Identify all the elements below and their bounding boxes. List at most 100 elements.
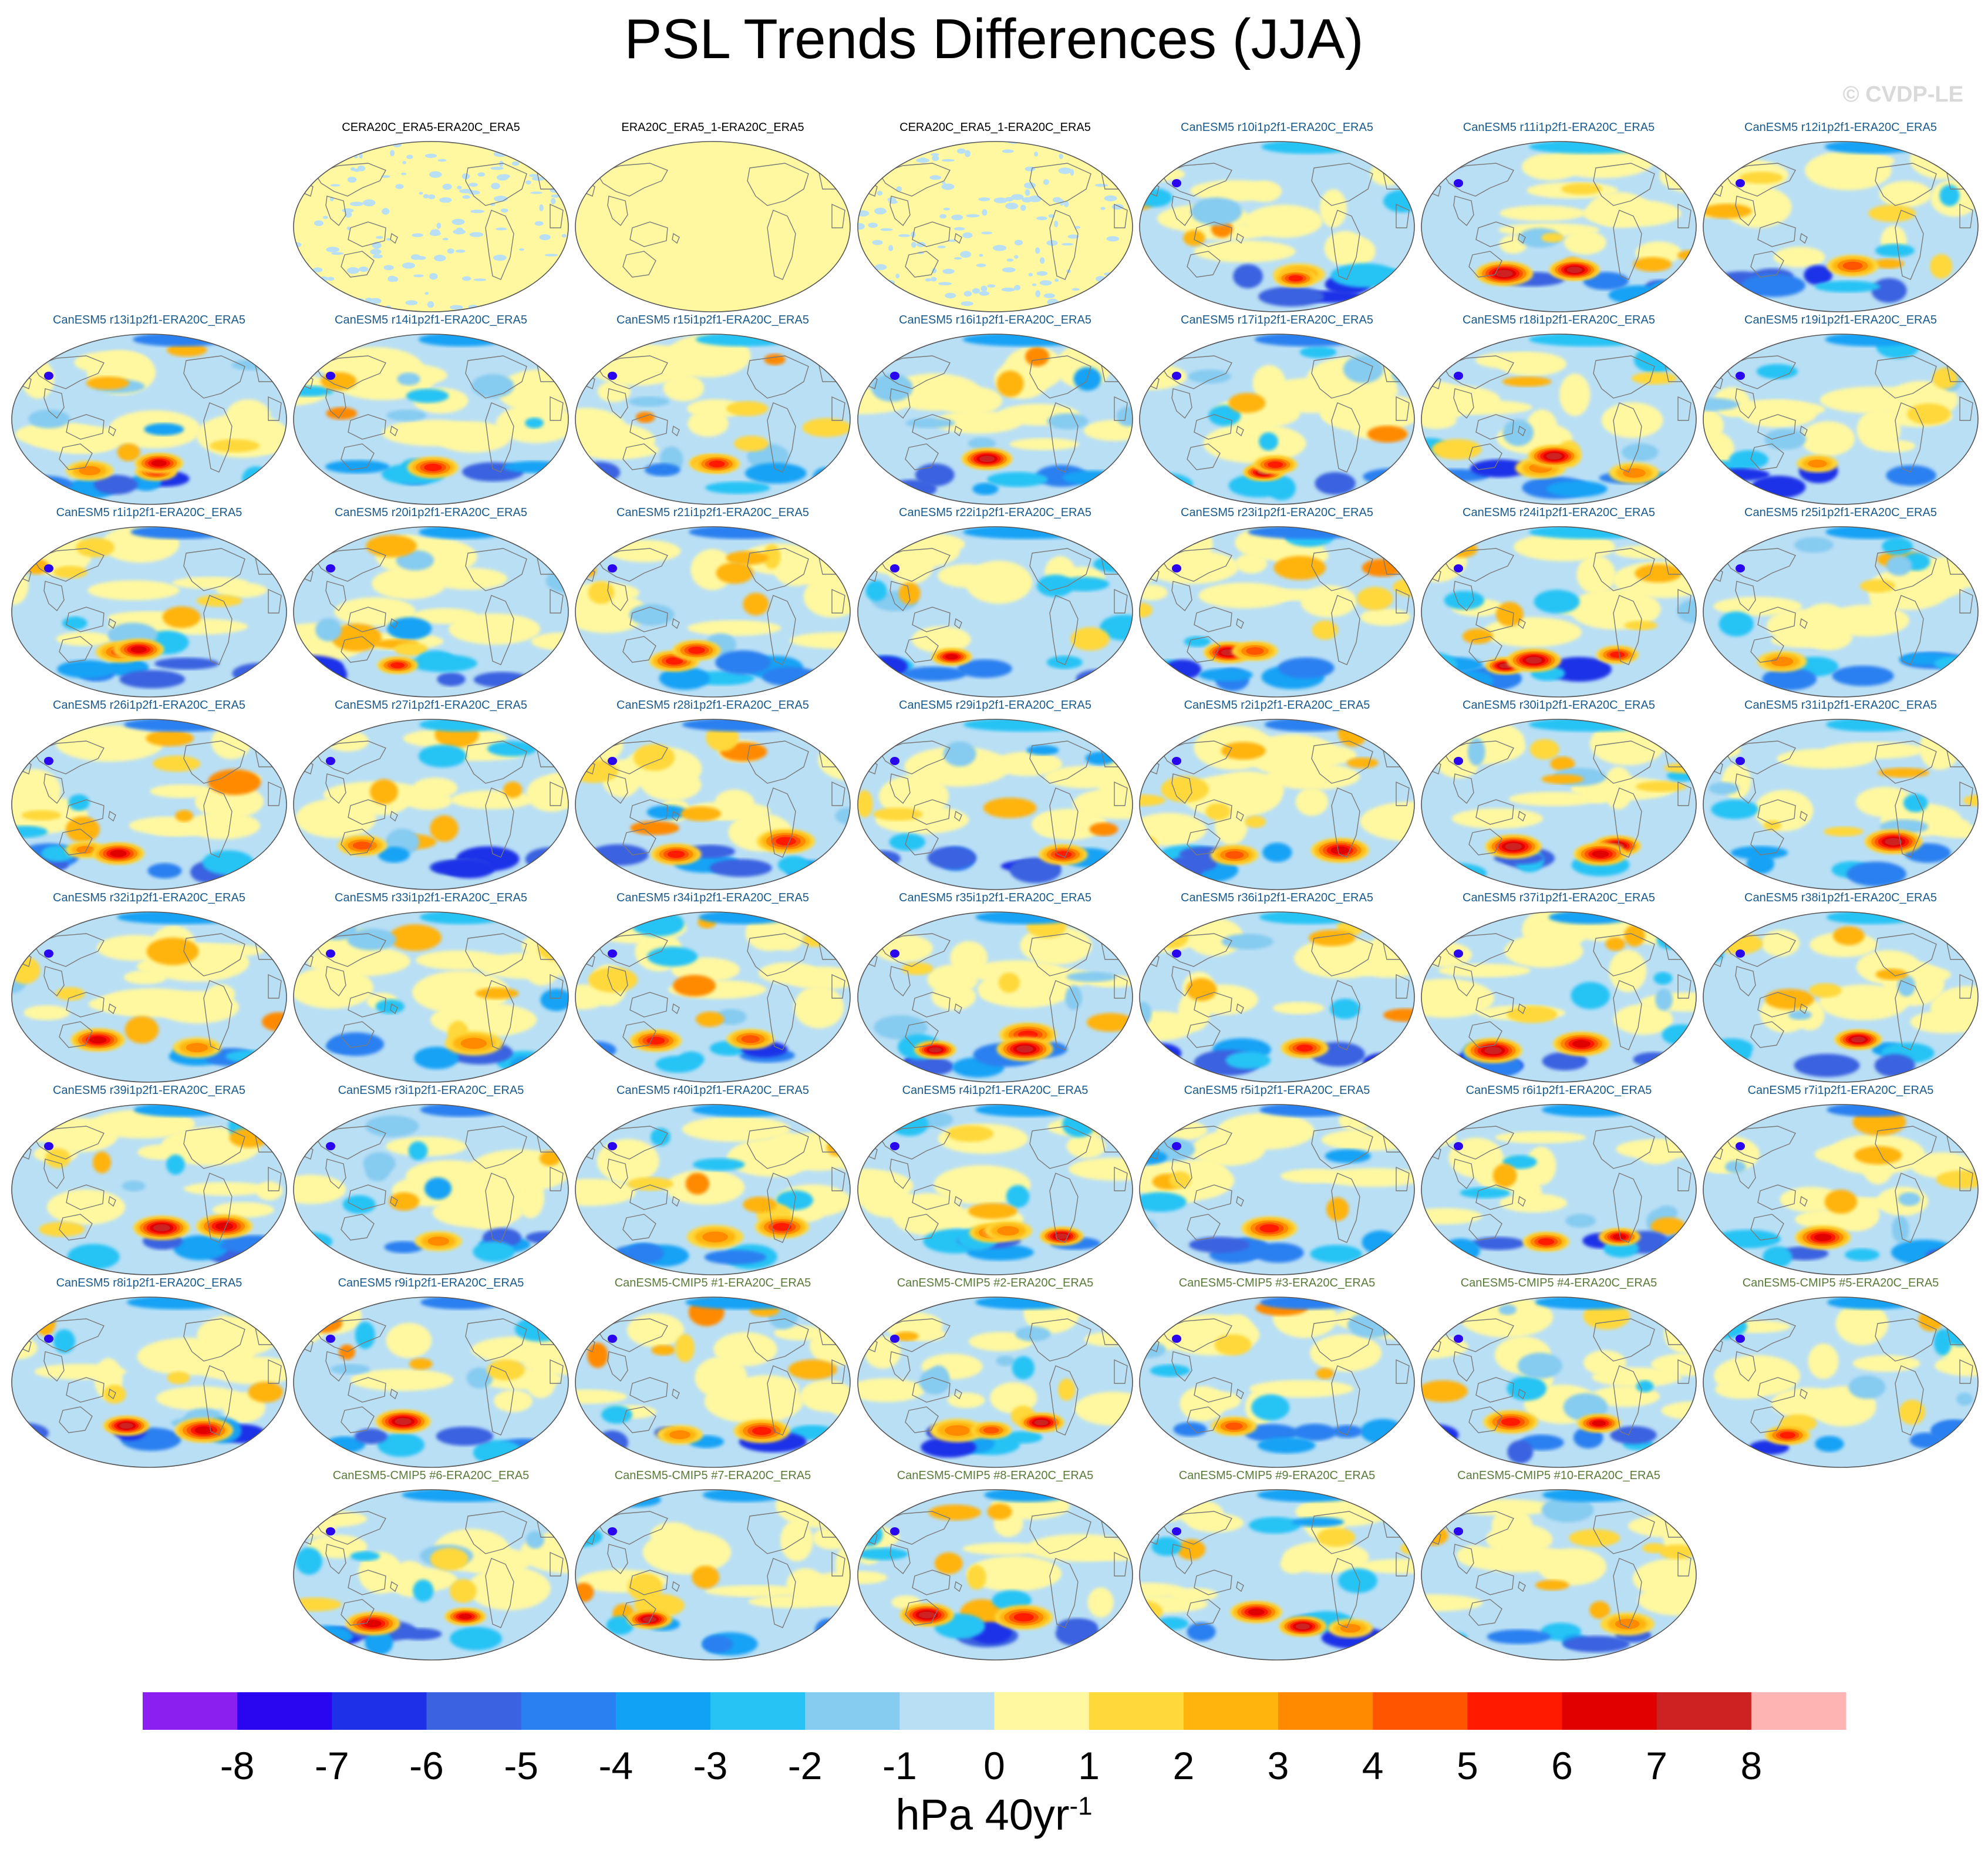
weak-anomaly [34, 1363, 126, 1380]
southern-negative-anomaly [655, 1056, 700, 1073]
moderate-anomaly [1788, 1010, 1812, 1020]
asian-low-centre [1736, 949, 1745, 958]
panel-title: CanESM5-CMIP5 #4-ERA20C_ERA5 [1460, 1277, 1657, 1289]
coastline [1049, 1558, 1079, 1628]
coastline [203, 980, 233, 1050]
anomaly-speck [1106, 236, 1120, 242]
moderate-anomaly [680, 806, 722, 821]
coastline [607, 1544, 628, 1575]
coastline [108, 1003, 116, 1015]
southern-high-contour [776, 837, 796, 846]
map-panel [11, 911, 287, 1083]
anomaly-speck [1036, 271, 1048, 276]
coastline [747, 1318, 809, 1362]
coastline [905, 443, 939, 470]
coastline [1518, 1195, 1526, 1207]
coastline [341, 1214, 375, 1241]
southern-high-contour [1034, 1419, 1049, 1426]
coastline [348, 992, 386, 1018]
moderate-anomaly [1259, 432, 1279, 451]
weak-anomaly [1825, 604, 1910, 636]
southern-negative-anomaly [715, 650, 771, 675]
coastline [1593, 355, 1655, 399]
southern-high-contour [119, 1423, 133, 1429]
moderate-anomaly [1882, 537, 1913, 555]
coastline [1895, 210, 1924, 280]
coastline [1735, 966, 1756, 997]
coastline [831, 1359, 845, 1384]
coastline [268, 781, 282, 806]
southern-negative-anomaly [57, 660, 117, 678]
anomaly-speck [1039, 257, 1045, 264]
coastline [348, 221, 386, 247]
southern-negative-anomaly [625, 1243, 664, 1264]
moderate-anomaly [1823, 826, 1864, 837]
coastline [1029, 1511, 1091, 1554]
coastline [1114, 396, 1128, 421]
coastline [1593, 1126, 1655, 1169]
anomaly-speck [956, 148, 966, 154]
moderate-anomaly [1140, 836, 1158, 854]
moderate-anomaly [588, 967, 638, 993]
weak-anomaly [1513, 533, 1616, 561]
weak-anomaly [430, 567, 507, 590]
asian-low-centre [44, 757, 53, 765]
coastline [66, 414, 105, 440]
coastline [1613, 1173, 1642, 1243]
coastline [485, 210, 514, 280]
anomaly-speck [493, 254, 507, 261]
moderate-anomaly [413, 1580, 434, 1602]
coastline [1029, 1126, 1091, 1169]
coastline [905, 829, 939, 856]
anomaly-speck [1091, 151, 1100, 157]
anomaly-speck [469, 232, 484, 237]
coastline [325, 388, 346, 419]
moderate-anomaly [209, 439, 260, 453]
weak-anomaly [1808, 1343, 1839, 1379]
anomaly-speck [496, 174, 508, 181]
anomaly-speck [862, 308, 874, 312]
weak-anomaly [1801, 421, 1855, 456]
coastline [912, 992, 951, 1018]
coastline [1800, 1195, 1808, 1207]
moderate-anomaly [1431, 439, 1482, 460]
anomaly-speck [1074, 226, 1081, 229]
coastline [465, 1126, 527, 1169]
southern-high-contour [390, 662, 405, 668]
panel-title: CanESM5 r40i1p2f1-ERA20C_ERA5 [616, 1084, 809, 1097]
coastline [1875, 740, 1937, 784]
panel-title: CanESM5-CMIP5 #9-ERA20C_ERA5 [1178, 1469, 1376, 1482]
panel-title: CanESM5 r24i1p2f1-ERA20C_ERA5 [1463, 506, 1655, 519]
map-border [575, 141, 851, 312]
weak-anomaly [1739, 399, 1817, 428]
anomaly-speck [1032, 283, 1037, 287]
map-panel [1703, 1104, 1979, 1275]
coastline [1160, 1126, 1232, 1160]
moderate-anomaly [1221, 742, 1266, 760]
southern-negative-anomaly [1293, 1423, 1337, 1441]
coastline [1171, 773, 1192, 804]
coastline [1187, 1406, 1221, 1433]
moderate-anomaly [1357, 587, 1393, 611]
coastline [1613, 402, 1642, 473]
panel-title: CanESM5-CMIP5 #7-ERA20C_ERA5 [614, 1469, 811, 1482]
moderate-anomaly [905, 417, 955, 429]
coastline [1194, 1184, 1232, 1210]
moderate-anomaly [716, 562, 754, 584]
colorbar-tick-label: 1 [1078, 1744, 1100, 1787]
weak-anomaly [1180, 1386, 1227, 1422]
southern-negative-anomaly [575, 474, 613, 496]
coastline [912, 607, 951, 632]
anomaly-speck [1002, 267, 1016, 272]
anomaly-speck [400, 173, 407, 176]
coastline [1171, 1158, 1192, 1190]
coastline [1453, 773, 1474, 804]
asian-low-centre [44, 372, 53, 380]
southern-high-contour [741, 1035, 760, 1043]
asian-low-centre [1454, 757, 1463, 765]
moderate-anomaly [1507, 1006, 1558, 1023]
southern-high-contour [709, 460, 725, 467]
coastline [912, 414, 951, 440]
moderate-anomaly [487, 1359, 525, 1380]
weak-anomaly [87, 580, 180, 601]
